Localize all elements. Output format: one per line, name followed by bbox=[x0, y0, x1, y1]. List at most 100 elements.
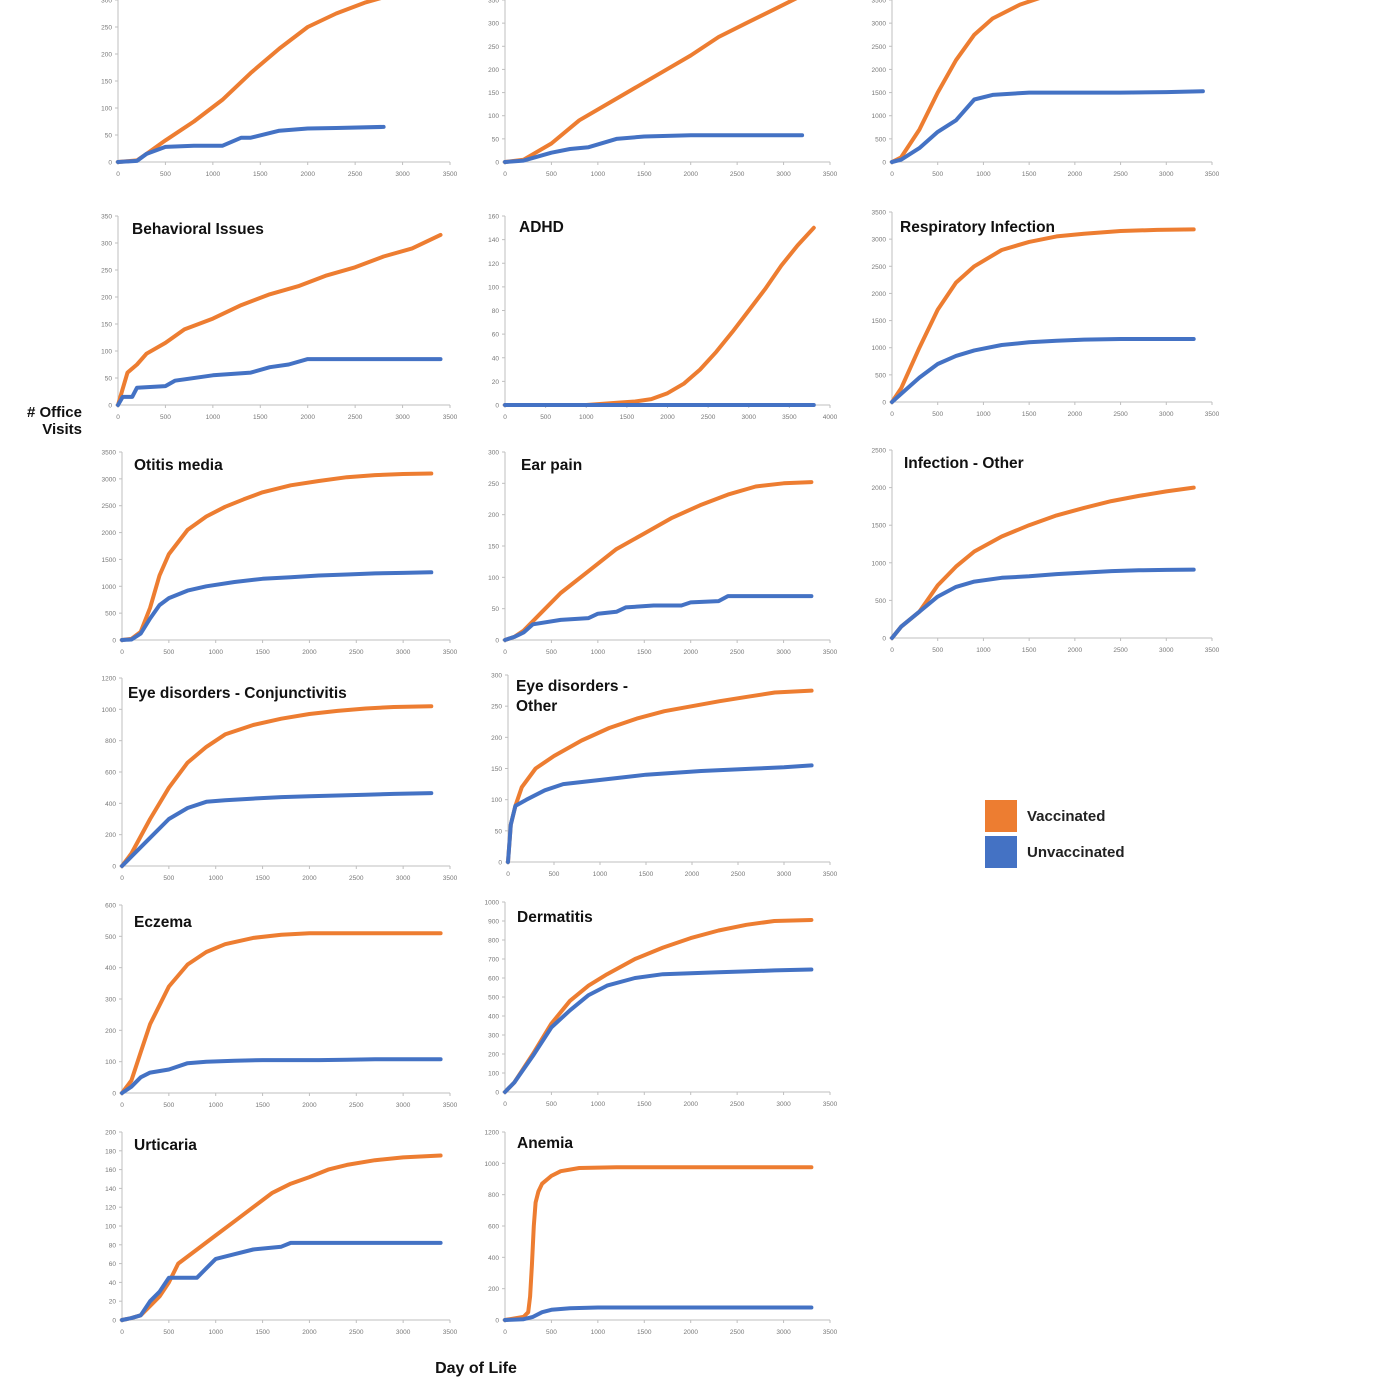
x-tick-label: 3500 bbox=[1205, 647, 1220, 654]
y-tick-label: 0 bbox=[112, 1318, 116, 1325]
chart-title-line: ADHD bbox=[519, 219, 564, 236]
chart-title-line: Eye disorders - bbox=[516, 678, 628, 695]
y-tick-label: 100 bbox=[105, 1059, 116, 1066]
y-tick-label: 200 bbox=[488, 67, 499, 74]
x-tick-label: 500 bbox=[932, 647, 943, 654]
x-tick-label: 1000 bbox=[208, 1329, 223, 1336]
x-axis-label: Day of Life bbox=[435, 1360, 517, 1377]
chart-title: Otitis media bbox=[134, 457, 223, 474]
chart-title: Eye disorders - Conjunctivitis bbox=[128, 685, 347, 702]
y-tick-label: 800 bbox=[105, 738, 116, 745]
series-line-vaccinated bbox=[120, 704, 434, 868]
y-tick-label: 1500 bbox=[872, 523, 887, 530]
y-tick-label: 140 bbox=[105, 1186, 116, 1193]
x-tick-label: 3500 bbox=[443, 649, 458, 656]
y-tick-label: 150 bbox=[101, 79, 112, 86]
series-line-vaccinated bbox=[890, 485, 1196, 640]
x-tick-label: 1000 bbox=[976, 171, 991, 178]
x-tick-label: 0 bbox=[503, 171, 507, 178]
y-tick-label: 900 bbox=[488, 919, 499, 926]
x-tick-label: 2500 bbox=[730, 1101, 745, 1108]
x-tick-label: 3500 bbox=[443, 1102, 458, 1109]
x-tick-label: 500 bbox=[160, 414, 171, 421]
y-tick-label: 500 bbox=[105, 611, 116, 618]
x-tick-label: 2500 bbox=[1113, 647, 1128, 654]
series-line-unvaccinated bbox=[503, 1305, 814, 1322]
x-tick-label: 2000 bbox=[1068, 647, 1083, 654]
x-tick-label: 3000 bbox=[776, 1329, 791, 1336]
y-tick-label: 160 bbox=[488, 214, 499, 221]
series-line-unvaccinated bbox=[116, 357, 443, 407]
x-tick-label: 3000 bbox=[776, 171, 791, 178]
y-tick-label: 400 bbox=[105, 801, 116, 808]
series-line-vaccinated bbox=[503, 225, 816, 407]
chart-title: Dermatitis bbox=[517, 909, 593, 926]
series-line-unvaccinated bbox=[503, 594, 814, 642]
series-line-unvaccinated bbox=[506, 763, 814, 864]
x-tick-label: 3000 bbox=[1159, 647, 1174, 654]
y-tick-label: 250 bbox=[101, 268, 112, 275]
chart-title: Urticaria bbox=[134, 1137, 197, 1154]
y-tick-label: 100 bbox=[101, 106, 112, 113]
y-tick-label: 200 bbox=[488, 512, 499, 519]
x-tick-label: 2000 bbox=[300, 171, 315, 178]
y-tick-label: 3000 bbox=[872, 21, 887, 28]
series-line-vaccinated bbox=[506, 688, 814, 864]
y-tick-label: 80 bbox=[109, 1242, 117, 1249]
x-tick-label: 2000 bbox=[685, 871, 700, 878]
x-tick-label: 500 bbox=[932, 411, 943, 418]
y-tick-label: 40 bbox=[492, 355, 500, 362]
x-tick-label: 2500 bbox=[349, 875, 364, 882]
series-line-unvaccinated bbox=[890, 567, 1196, 640]
y-tick-label: 0 bbox=[882, 400, 886, 407]
x-tick-label: 500 bbox=[540, 414, 551, 421]
y-tick-label: 1500 bbox=[872, 90, 887, 97]
legend-swatch-vaccinated bbox=[985, 800, 1017, 832]
x-tick-label: 3000 bbox=[396, 875, 411, 882]
x-tick-label: 1500 bbox=[253, 414, 268, 421]
x-tick-label: 0 bbox=[120, 1102, 124, 1109]
y-tick-label: 3500 bbox=[872, 0, 887, 5]
series-line-unvaccinated bbox=[120, 791, 434, 868]
y-tick-label: 0 bbox=[108, 160, 112, 167]
x-tick-label: 1500 bbox=[637, 1101, 652, 1108]
chart-title: Anemia bbox=[517, 1135, 573, 1152]
x-tick-label: 3500 bbox=[1205, 171, 1220, 178]
legend-item-unvaccinated: Unvaccinated bbox=[985, 834, 1125, 870]
x-tick-label: 1000 bbox=[591, 1101, 606, 1108]
series-line-vaccinated bbox=[503, 0, 798, 164]
y-tick-label: 0 bbox=[495, 638, 499, 645]
chart-title-line: Behavioral Issues bbox=[132, 221, 264, 238]
x-tick-label: 3500 bbox=[443, 414, 458, 421]
y-tick-label: 800 bbox=[488, 938, 499, 945]
y-tick-label: 0 bbox=[882, 160, 886, 167]
y-tick-label: 600 bbox=[105, 903, 116, 910]
y-tick-label: 200 bbox=[488, 1052, 499, 1059]
series-line-unvaccinated bbox=[890, 337, 1196, 404]
x-tick-label: 3500 bbox=[823, 871, 838, 878]
y-tick-label: 50 bbox=[492, 136, 500, 143]
y-tick-label: 1000 bbox=[485, 1161, 500, 1168]
x-tick-label: 2000 bbox=[1068, 411, 1083, 418]
x-tick-label: 1500 bbox=[637, 171, 652, 178]
series-line-vaccinated bbox=[120, 931, 443, 1095]
chart-title-line: Other bbox=[516, 698, 557, 715]
x-tick-label: 2500 bbox=[1113, 411, 1128, 418]
x-tick-label: 0 bbox=[120, 1329, 124, 1336]
y-tick-label: 150 bbox=[491, 766, 502, 773]
x-tick-label: 3000 bbox=[1159, 171, 1174, 178]
y-tick-label: 250 bbox=[488, 481, 499, 488]
y-tick-label: 150 bbox=[488, 544, 499, 551]
y-tick-label: 200 bbox=[105, 1028, 116, 1035]
y-tick-label: 3000 bbox=[102, 476, 117, 483]
x-tick-label: 0 bbox=[506, 871, 510, 878]
x-tick-label: 2500 bbox=[349, 1329, 364, 1336]
y-tick-label: 200 bbox=[488, 1286, 499, 1293]
y-tick-label: 1500 bbox=[102, 557, 117, 564]
y-tick-label: 300 bbox=[488, 450, 499, 457]
x-tick-label: 1000 bbox=[976, 647, 991, 654]
chart-title: ADHD bbox=[519, 219, 564, 236]
x-tick-label: 1500 bbox=[255, 649, 270, 656]
y-tick-label: 120 bbox=[105, 1205, 116, 1212]
